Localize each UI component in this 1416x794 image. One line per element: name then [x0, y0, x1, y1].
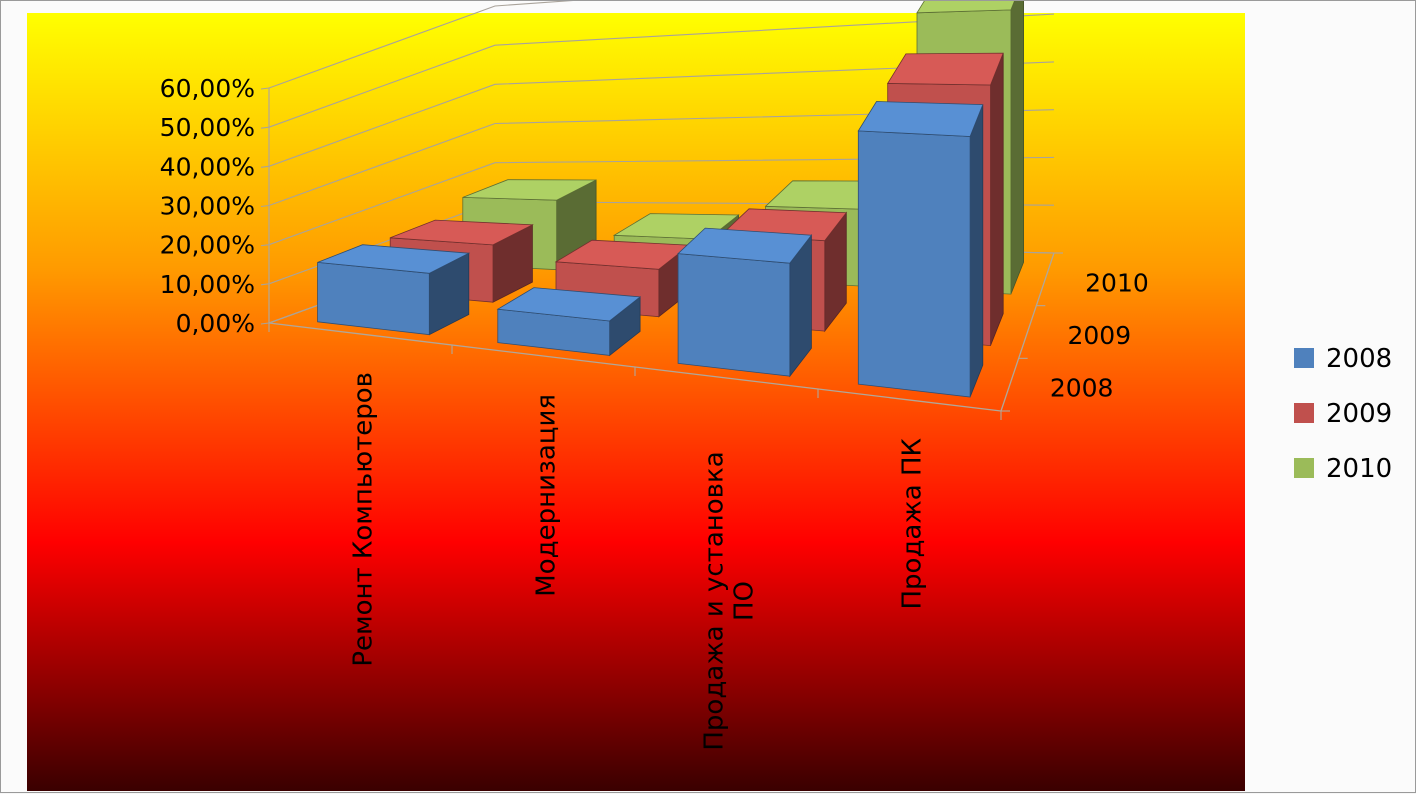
legend-swatch	[1294, 403, 1314, 423]
y-axis-ticks: 0,00% 10,00% 20,00% 30,00% 40,00% 50,00% 60,00…	[160, 74, 255, 338]
y-tick-mark	[260, 283, 270, 286]
y-tick-label: 0,00%	[176, 309, 255, 338]
gridline	[268, 109, 1055, 207]
bar-top-face	[317, 244, 471, 274]
bar-top-face	[390, 219, 534, 246]
bar-2008-3	[677, 227, 813, 378]
legend-label: 2009	[1326, 399, 1392, 429]
category-label: Модернизация	[532, 394, 562, 597]
category-axis-labels: Ремонт Компьютеров Модернизация Продажа и …	[349, 372, 928, 751]
y-tick-mark	[260, 126, 270, 129]
bar-top-face	[916, 1, 1015, 14]
category-label: Продажа ПК	[898, 438, 928, 610]
chart-bars	[317, 1, 1024, 398]
y-tick-mark	[260, 244, 270, 247]
bar-front-face	[677, 253, 791, 377]
bar-2008-1	[317, 244, 471, 336]
bar-top-face	[886, 52, 1004, 86]
legend-label: 2008	[1326, 344, 1392, 374]
y-tick-mark	[260, 322, 270, 325]
bar-side-face	[990, 52, 1004, 346]
bar-top-face	[857, 101, 984, 137]
series-axis-label: 2008	[1050, 374, 1114, 403]
bar-2008-4	[857, 101, 984, 398]
y-tick-mark	[260, 87, 270, 90]
y-tick-label: 20,00%	[160, 231, 255, 260]
series-axis-labels: 2008 2009 2010	[1050, 268, 1149, 402]
bar-side-face	[1010, 1, 1024, 295]
gridline	[268, 13, 1055, 128]
bar-top-face	[496, 287, 642, 322]
category-label: Ремонт Компьютеров	[349, 372, 379, 667]
y-tick-label: 60,00%	[160, 74, 255, 103]
y-tick-mark	[260, 165, 270, 168]
bar-side-face	[969, 104, 984, 398]
series-axis-label: 2009	[1068, 321, 1132, 350]
y-tick-label: 10,00%	[160, 270, 255, 299]
legend-swatch	[1294, 348, 1314, 368]
chart-legend: 2008 2009 2010	[1294, 344, 1392, 484]
bar-top-face	[462, 179, 597, 201]
gridline	[268, 61, 1055, 167]
series-axis-label: 2010	[1085, 268, 1149, 297]
bar-2008-2	[496, 287, 642, 357]
legend-label: 2010	[1326, 454, 1392, 484]
series-axis-line	[1000, 252, 1055, 412]
plot-area-background	[27, 13, 1245, 791]
y-tick-label: 40,00%	[160, 152, 255, 181]
bar-front-face	[317, 261, 430, 336]
bar-front-face	[857, 130, 971, 398]
y-tick-mark	[260, 204, 270, 208]
gridline	[268, 1, 574, 89]
category-label: Продажа и установкаПО	[700, 451, 760, 750]
y-tick-label: 50,00%	[160, 113, 255, 142]
y-tick-label: 30,00%	[160, 192, 255, 221]
legend-swatch	[1294, 458, 1314, 478]
bar-top-face	[677, 227, 813, 264]
